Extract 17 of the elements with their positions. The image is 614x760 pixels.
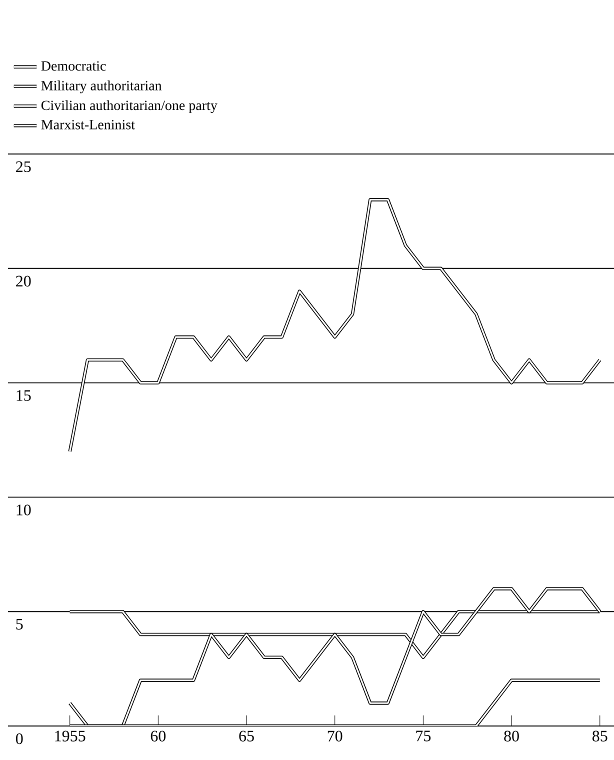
y-tick-label: 25: [16, 161, 31, 172]
y-tick-label: 10: [16, 504, 31, 516]
legend-label: Democratic: [41, 61, 106, 71]
x-tick-label: 85: [592, 730, 608, 742]
legend-label: Marxist-Leninist: [41, 120, 135, 130]
legend-label: Military authoritarian: [41, 80, 162, 94]
y-tick-label: 20: [16, 276, 31, 287]
x-tick-label: 1955: [55, 730, 85, 742]
y-tick-label: 5: [16, 618, 23, 630]
x-tick-label: 65: [238, 730, 254, 742]
legend-label: Civilian authoritarian/one party: [41, 100, 218, 113]
y-tick-label: 15: [16, 390, 31, 401]
x-tick-label: 70: [328, 730, 342, 742]
y-tick-label: 0: [16, 733, 23, 744]
x-tick-label: 75: [416, 730, 430, 742]
x-tick-label: 60: [150, 730, 166, 742]
x-tick-label: 80: [504, 730, 519, 742]
